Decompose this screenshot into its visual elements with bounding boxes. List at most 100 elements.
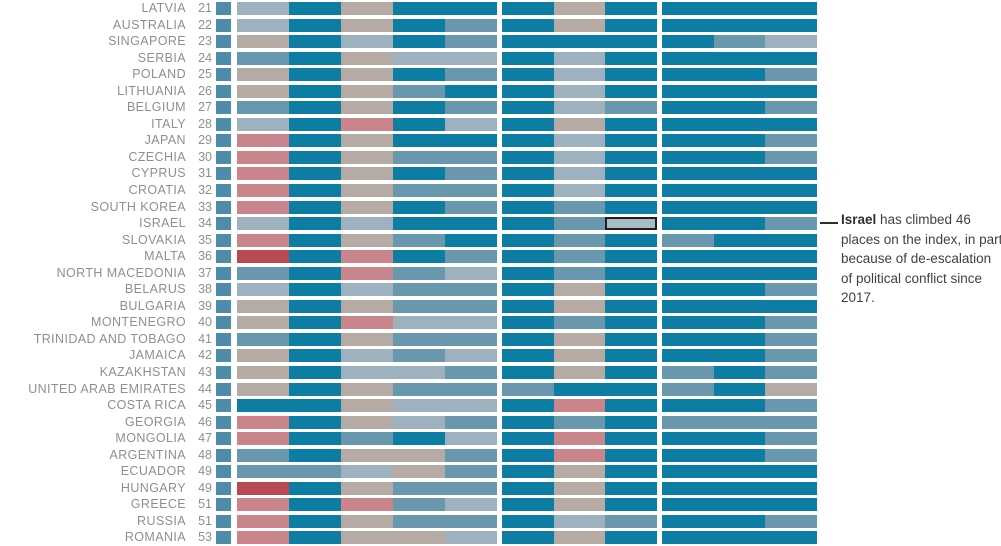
heatmap-cell xyxy=(765,2,817,15)
heatmap-cell xyxy=(502,415,554,429)
rank-label: 25 xyxy=(198,67,212,82)
heatmap-cell xyxy=(237,365,289,379)
heatmap-cell xyxy=(445,531,497,545)
israel-annotation: Israel has climbed 46 places on the inde… xyxy=(841,210,1001,308)
heatmap-cell xyxy=(341,2,393,15)
rank-label: 35 xyxy=(198,232,212,247)
heatmap-cell xyxy=(445,316,497,330)
heatmap-cell xyxy=(445,101,497,115)
heatmap-cell xyxy=(553,117,606,131)
highlighted-cell-israel xyxy=(605,217,657,231)
heatmap-cell xyxy=(713,531,766,545)
heatmap-cell xyxy=(662,200,714,214)
heatmap-cell xyxy=(237,68,289,82)
heatmap-cell xyxy=(393,233,445,247)
country-label: ISRAEL xyxy=(139,216,186,231)
heatmap-cell xyxy=(341,382,393,396)
heatmap-cell xyxy=(553,51,606,65)
heatmap-cell xyxy=(553,183,606,197)
rank-label: 22 xyxy=(198,17,212,32)
heatmap-cell xyxy=(765,167,817,181)
heatmap-cell xyxy=(289,415,341,429)
heatmap-cell xyxy=(713,167,766,181)
heatmap-cell xyxy=(216,84,231,98)
heatmap-cell xyxy=(289,167,341,181)
heatmap-cell xyxy=(216,283,231,297)
heatmap-cell xyxy=(502,183,554,197)
heatmap-cell xyxy=(216,448,231,462)
heatmap-cell xyxy=(662,531,714,545)
heatmap-cell xyxy=(605,531,657,545)
rank-label: 39 xyxy=(198,298,212,313)
heatmap-cell xyxy=(289,448,341,462)
heatmap-cell xyxy=(713,217,766,231)
heatmap-cell xyxy=(713,465,766,479)
country-label: SLOVAKIA xyxy=(121,232,186,247)
heatmap-cell xyxy=(713,299,766,313)
heatmap-cell xyxy=(216,217,231,231)
heatmap-cell xyxy=(765,18,817,32)
heatmap-cell xyxy=(237,332,289,346)
heatmap-cell xyxy=(341,465,393,479)
heatmap-cell xyxy=(765,349,817,363)
heatmap-cell xyxy=(341,217,393,231)
heatmap-cell xyxy=(289,233,341,247)
rank-label: 24 xyxy=(198,50,212,65)
heatmap-cell xyxy=(553,2,606,15)
heatmap-cell xyxy=(393,514,445,528)
heatmap-cell xyxy=(341,200,393,214)
heatmap-cell xyxy=(341,250,393,264)
rank-label: 46 xyxy=(198,414,212,429)
heatmap-cell xyxy=(713,101,766,115)
heatmap-cell xyxy=(605,233,657,247)
rank-label: 44 xyxy=(198,381,212,396)
heatmap-cell xyxy=(502,150,554,164)
chart-row-poland: POLAND 25 xyxy=(0,67,1001,82)
heatmap-cell xyxy=(341,167,393,181)
heatmap-cell xyxy=(662,117,714,131)
heatmap-cell xyxy=(765,316,817,330)
heatmap-cell xyxy=(765,200,817,214)
chart-row-hungary: HUNGARY 49 xyxy=(0,481,1001,495)
heatmap-cell xyxy=(341,498,393,512)
heatmap-cell xyxy=(289,18,341,32)
heatmap-cell xyxy=(216,2,231,15)
heatmap-cell xyxy=(765,134,817,148)
heatmap-cell xyxy=(445,299,497,313)
heatmap-cell xyxy=(341,35,393,49)
heatmap-cell xyxy=(393,382,445,396)
rank-label: 29 xyxy=(198,133,212,148)
heatmap-cell xyxy=(237,465,289,479)
heatmap-cell xyxy=(445,349,497,363)
heatmap-cell xyxy=(289,101,341,115)
heatmap-cell xyxy=(216,349,231,363)
country-label: CZECHIA xyxy=(128,149,186,164)
heatmap-cell xyxy=(289,316,341,330)
heatmap-cell xyxy=(237,498,289,512)
heatmap-cell xyxy=(289,134,341,148)
heatmap-cell xyxy=(662,233,714,247)
heatmap-cell xyxy=(502,134,554,148)
heatmap-cell xyxy=(393,101,445,115)
heatmap-cell xyxy=(289,498,341,512)
heatmap-cell xyxy=(341,514,393,528)
heatmap-cell xyxy=(765,415,817,429)
heatmap-cell xyxy=(553,233,606,247)
country-label: POLAND xyxy=(132,67,186,82)
heatmap-cell xyxy=(445,382,497,396)
annotation-pointer-line xyxy=(820,222,838,224)
heatmap-cell xyxy=(237,217,289,231)
heatmap-cell xyxy=(341,531,393,545)
country-label: ITALY xyxy=(151,116,186,131)
country-label: MONGOLIA xyxy=(115,431,186,446)
country-label: KAZAKHSTAN xyxy=(99,364,186,379)
heatmap-cell xyxy=(713,481,766,495)
heatmap-cell xyxy=(237,101,289,115)
heatmap-cell xyxy=(216,415,231,429)
heatmap-cell xyxy=(765,531,817,545)
heatmap-cell xyxy=(553,101,606,115)
rank-label: 28 xyxy=(198,116,212,131)
heatmap-cell xyxy=(341,266,393,280)
heatmap-cell xyxy=(553,399,606,413)
heatmap-cell xyxy=(237,283,289,297)
